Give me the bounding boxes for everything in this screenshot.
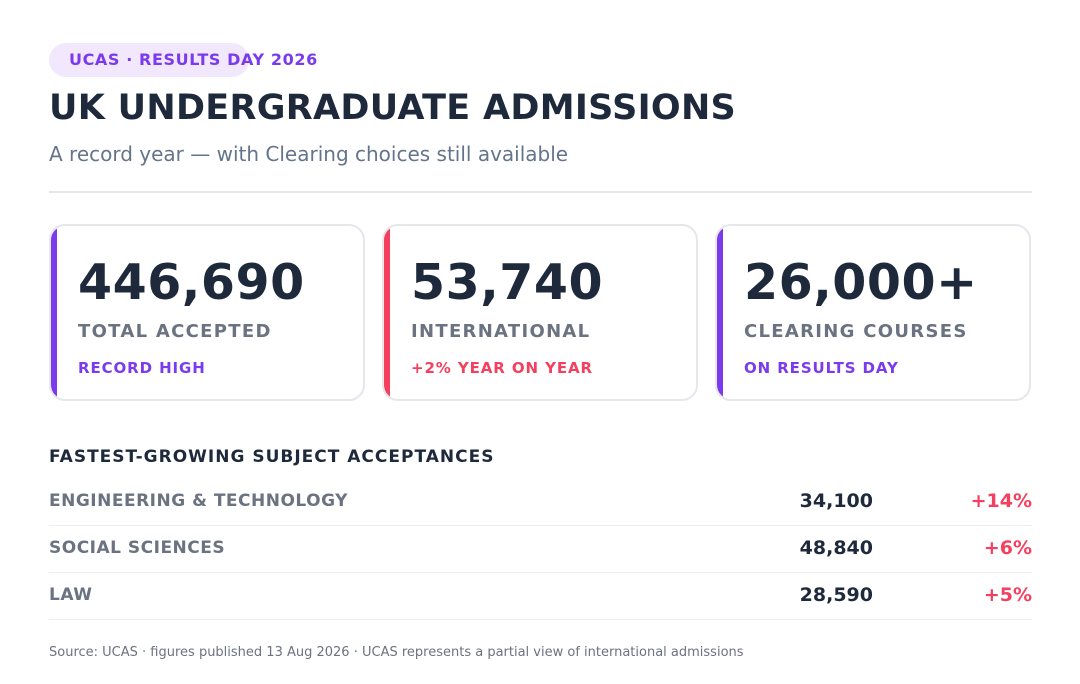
source-badge: UCAS · RESULTS DAY 2026 [49, 43, 317, 77]
subject-name: SOCIAL SCIENCES [49, 538, 226, 558]
stat-label: INTERNATIONAL [411, 321, 591, 342]
subject-change: +14% [970, 490, 1032, 512]
stat-card-international: 53,740 INTERNATIONAL +2% YEAR ON YEAR [382, 224, 698, 401]
card-accent-bar [384, 226, 390, 399]
subject-count: 34,100 [799, 490, 873, 512]
subject-name: LAW [49, 585, 93, 605]
subject-count: 48,840 [799, 537, 873, 559]
stat-label: CLEARING COURSES [744, 321, 968, 342]
subject-count: 28,590 [799, 584, 873, 606]
table-row: ENGINEERING & TECHNOLOGY 34,100 +14% [49, 479, 1032, 526]
page: UCAS · RESULTS DAY 2026 UK UNDERGRADUATE… [49, 0, 1032, 684]
card-accent-bar [51, 226, 57, 399]
stat-value: 26,000+ [744, 254, 978, 311]
stat-note: ON RESULTS DAY [744, 359, 899, 377]
subject-change: +5% [983, 584, 1032, 606]
card-accent-bar [717, 226, 723, 399]
stat-card-clearing-courses: 26,000+ CLEARING COURSES ON RESULTS DAY [715, 224, 1031, 401]
table-row: LAW 28,590 +5% [49, 573, 1032, 620]
subject-change: +6% [983, 537, 1032, 559]
stat-card-total-accepted: 446,690 TOTAL ACCEPTED RECORD HIGH [49, 224, 365, 401]
subject-name: ENGINEERING & TECHNOLOGY [49, 491, 348, 511]
table-row: SOCIAL SCIENCES 48,840 +6% [49, 526, 1032, 573]
stat-value: 446,690 [78, 254, 305, 311]
stat-label: TOTAL ACCEPTED [78, 321, 272, 342]
stat-value: 53,740 [411, 254, 604, 311]
header-divider [49, 191, 1032, 193]
subjects-table: ENGINEERING & TECHNOLOGY 34,100 +14% SOC… [49, 479, 1032, 620]
stat-note: +2% YEAR ON YEAR [411, 359, 593, 377]
page-title: UK UNDERGRADUATE ADMISSIONS [49, 88, 737, 128]
source-footnote: Source: UCAS · figures published 13 Aug … [49, 645, 744, 660]
stat-note: RECORD HIGH [78, 359, 206, 377]
page-subtitle: A record year — with Clearing choices st… [49, 142, 569, 166]
subjects-section-title: FASTEST-GROWING SUBJECT ACCEPTANCES [49, 447, 495, 467]
